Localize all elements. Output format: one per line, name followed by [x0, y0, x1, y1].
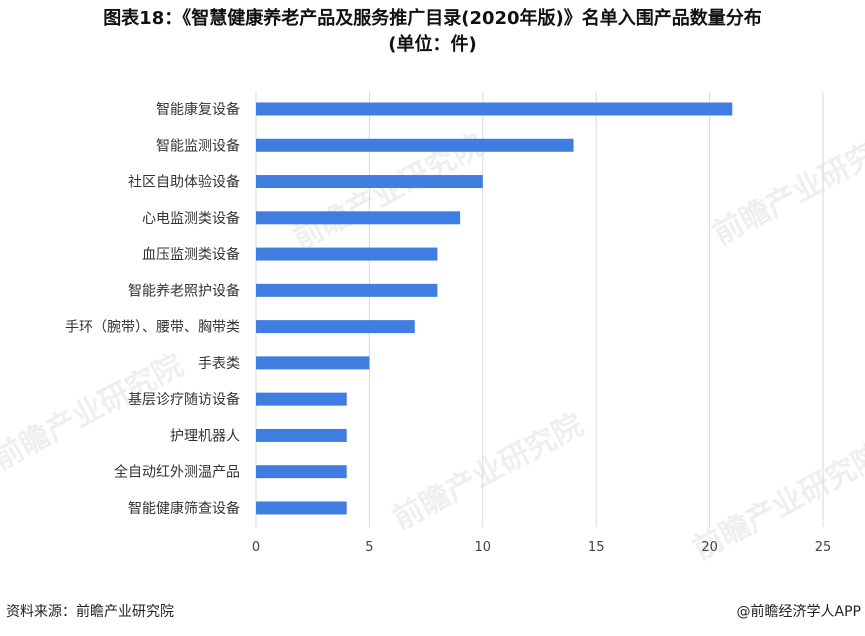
- chart-title-line2: (单位：件): [388, 34, 477, 55]
- category-label: 智能养老照护设备: [128, 282, 240, 299]
- x-tick-labels: 0 5 10 15 20 25: [252, 540, 831, 555]
- watermark-text: 前瞻产业研究院: [387, 408, 589, 537]
- bar: [256, 501, 347, 515]
- bar: [256, 175, 483, 189]
- x-tick-label: 15: [588, 540, 605, 555]
- x-tick-label: 0: [252, 540, 260, 555]
- chart-title: 图表18：《智慧健康养老产品及服务推广目录(2020年版)》名单入围产品数量分布…: [0, 6, 865, 58]
- category-label: 智能健康筛查设备: [128, 500, 240, 517]
- x-tick-label: 5: [365, 540, 373, 555]
- bar: [256, 465, 347, 479]
- category-label: 手环（腕带）、腰带、胸带类: [65, 320, 240, 336]
- category-label: 护理机器人: [170, 428, 240, 444]
- category-label: 基层诊疗随访设备: [128, 391, 240, 408]
- gridlines: [255, 92, 824, 527]
- category-label: 手表类: [198, 356, 240, 372]
- bar: [256, 247, 438, 261]
- x-tick-label: 10: [475, 540, 492, 555]
- chart-title-line1: 图表18：《智慧健康养老产品及服务推广目录(2020年版)》名单入围产品数量分布: [103, 8, 762, 29]
- credit-note: @前瞻经济学人APP: [736, 604, 861, 620]
- bar: [256, 138, 574, 152]
- bar: [256, 392, 347, 406]
- x-tick-label: 25: [815, 540, 832, 555]
- bar: [256, 102, 733, 116]
- bar: [256, 428, 347, 442]
- watermark-text: 前瞻产业研究院: [0, 348, 189, 477]
- bar: [256, 320, 415, 334]
- bar: [256, 211, 461, 225]
- x-tick-label: 20: [701, 540, 718, 555]
- category-labels: 智能康复设备智能监测设备社区自助体验设备心电监测类设备血压监测类设备智能养老照护…: [65, 101, 240, 517]
- category-label: 血压监测类设备: [142, 246, 240, 263]
- category-label: 智能监测设备: [156, 137, 240, 154]
- bar: [256, 356, 370, 370]
- category-label: 社区自助体验设备: [128, 174, 240, 191]
- source-note: 资料来源：前瞻产业研究院: [6, 604, 174, 620]
- bar: [256, 283, 438, 297]
- category-label: 全自动红外测温产品: [114, 464, 240, 481]
- watermark-text: 前瞻产业研究院: [707, 123, 865, 252]
- category-label: 智能康复设备: [156, 101, 240, 118]
- category-label: 心电监测类设备: [142, 210, 240, 227]
- bars: [256, 102, 733, 515]
